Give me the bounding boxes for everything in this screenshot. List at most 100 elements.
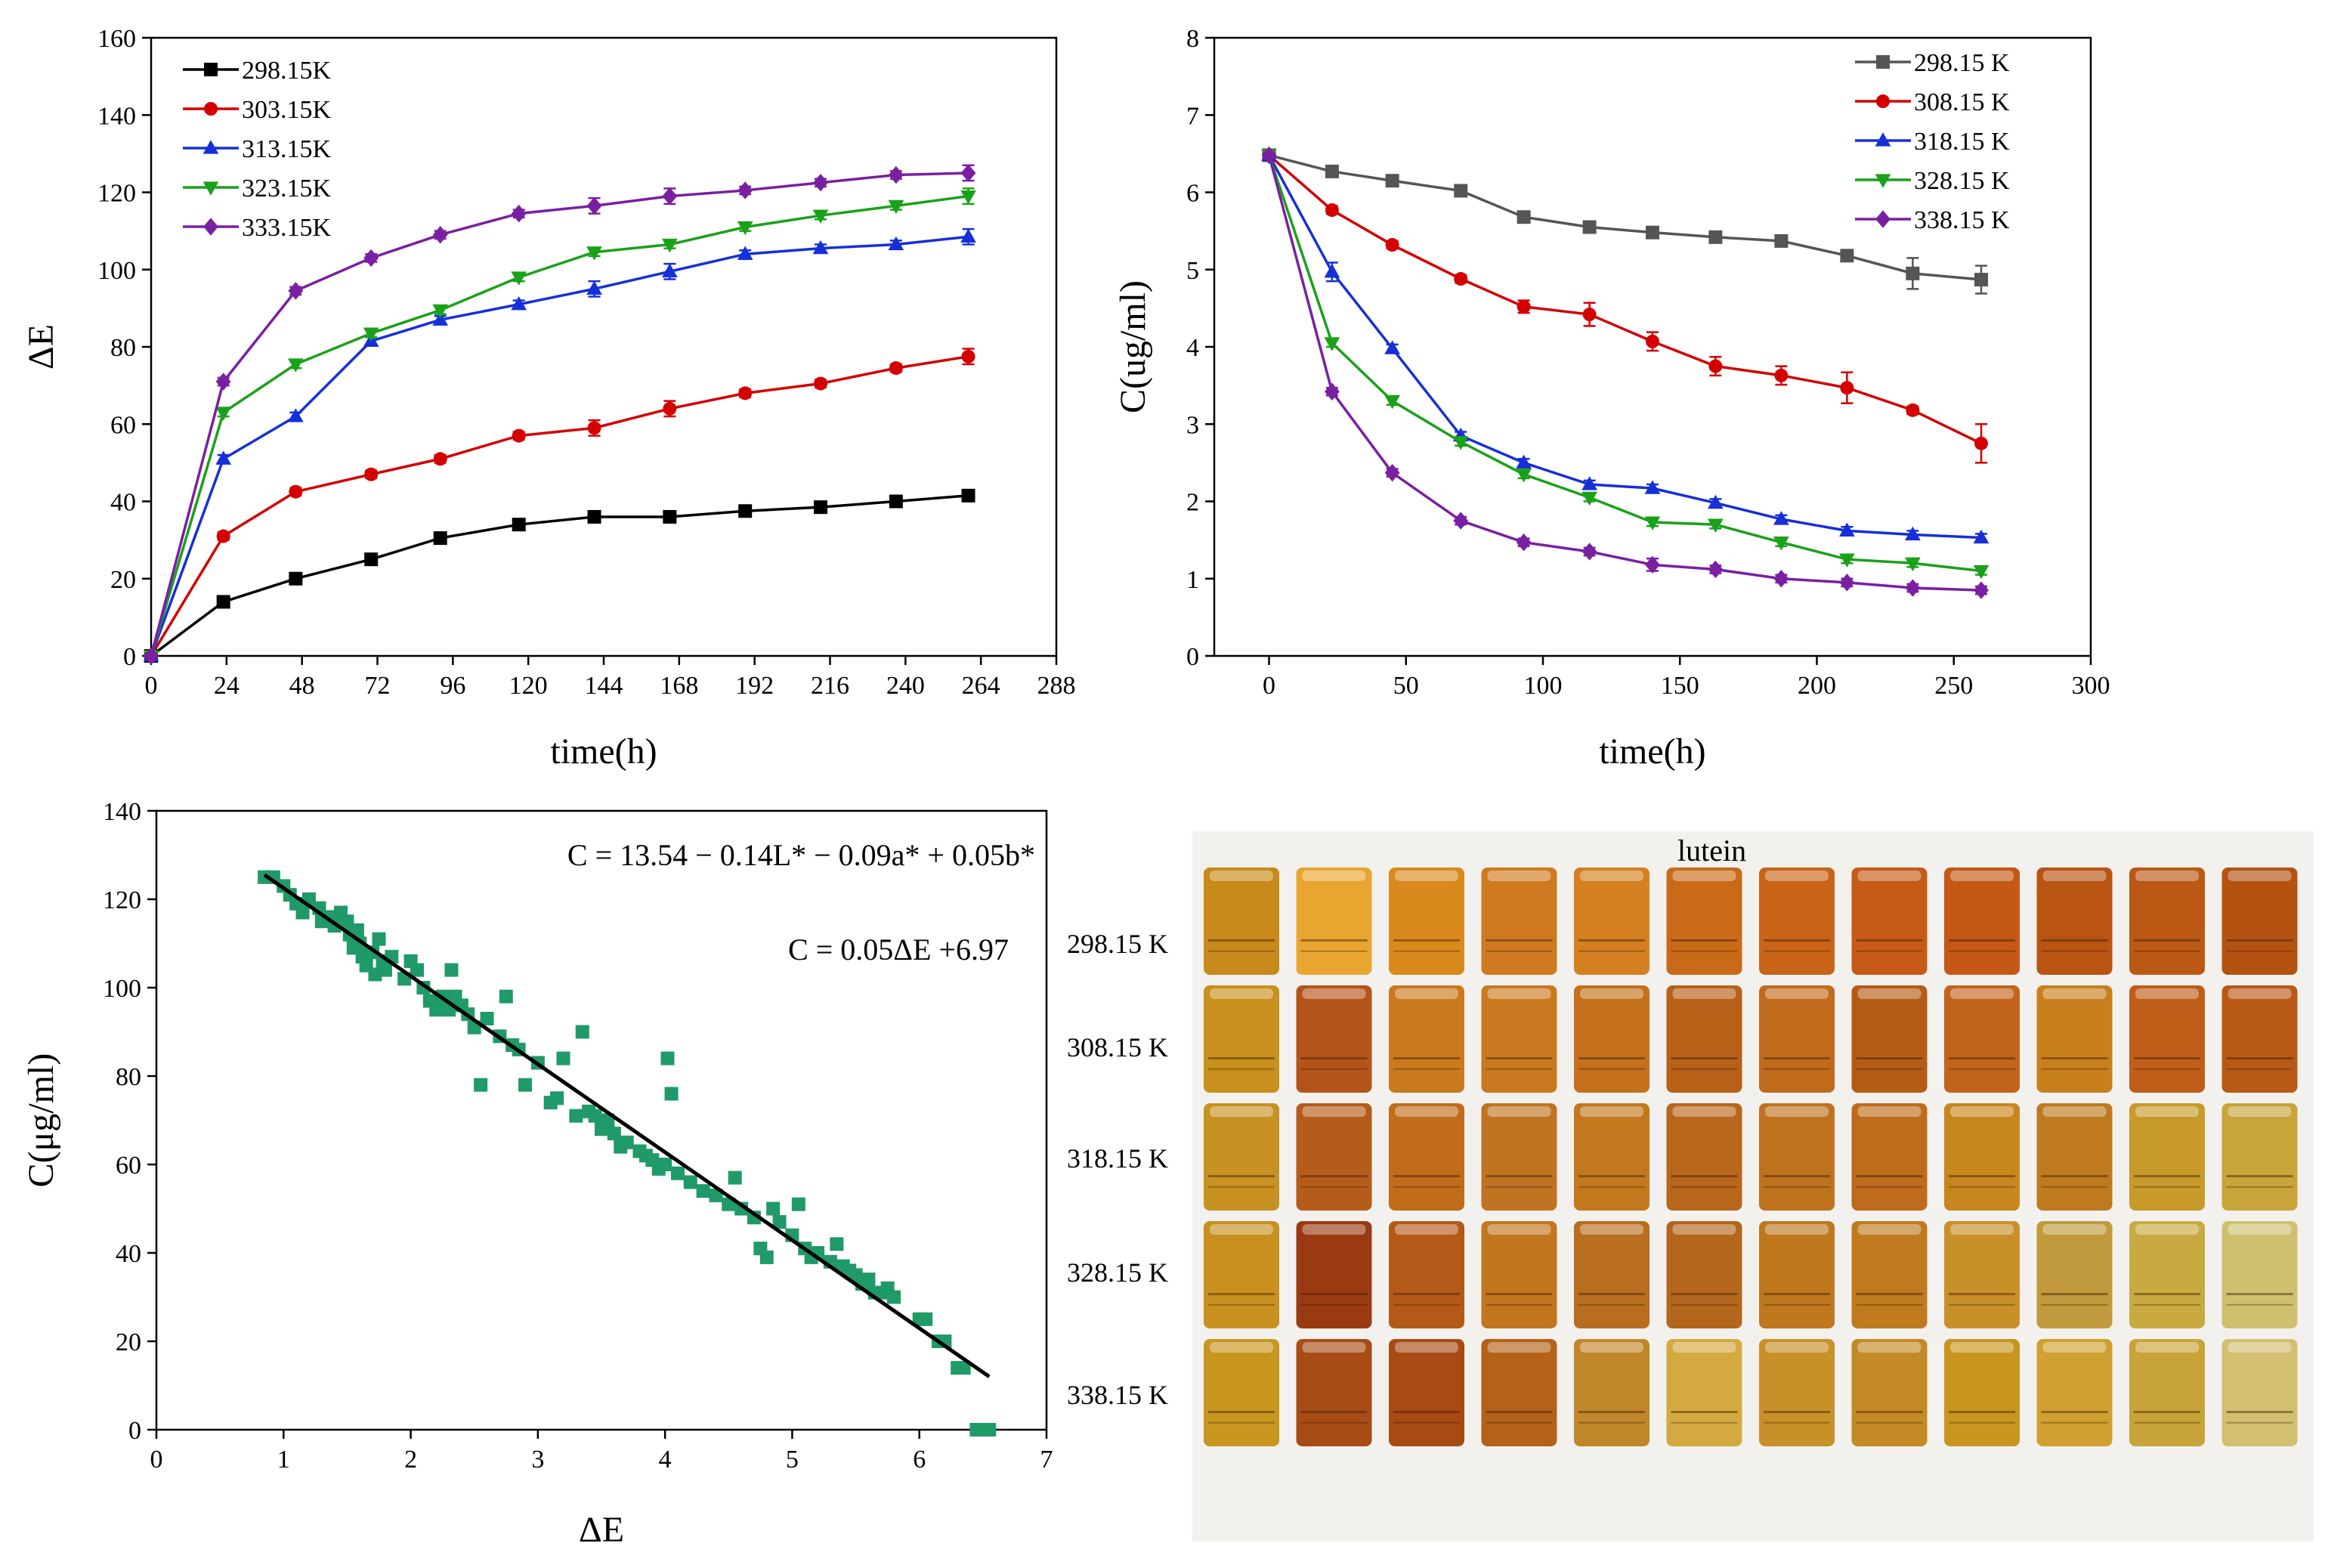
photo-row-label: 308.15 K	[1067, 1032, 1168, 1062]
diamond-marker	[1905, 579, 1921, 597]
y-tick-label: 0	[128, 1417, 141, 1445]
series-line	[1268, 154, 1982, 445]
y-tick-label: 2	[1186, 489, 1199, 517]
triangle-up-marker	[960, 228, 976, 243]
data-point	[759, 1250, 774, 1264]
vial-rim-highlight	[1950, 1342, 2014, 1353]
y-tick-label: 0	[1186, 643, 1199, 671]
legend-label: 333.15K	[242, 214, 332, 242]
vial-photo	[2129, 1339, 2205, 1446]
vial-photo	[1944, 985, 2020, 1093]
y-tick-label: 100	[97, 257, 136, 285]
data-point	[982, 1423, 997, 1437]
circle-marker	[814, 376, 828, 391]
vial-rim-highlight	[1487, 988, 1551, 999]
chart-a: 0 24 48 72 96 120 144 168 192 216 240 264 288 0 20 40 60…	[21, 25, 1076, 772]
diamond-marker	[1773, 570, 1789, 588]
plot-frame	[155, 809, 1048, 1431]
diamond-marker	[1581, 543, 1597, 561]
vial-photo	[2036, 985, 2113, 1093]
y-tick-label: 5	[1186, 257, 1199, 285]
x-tick-label: 100	[1524, 672, 1563, 700]
vial-rim-highlight	[2042, 1224, 2107, 1235]
data-point	[728, 1171, 742, 1185]
vial-photo	[2129, 1221, 2205, 1328]
square-marker	[1974, 273, 1988, 287]
vial-photo	[1759, 1221, 1835, 1328]
vial-photo	[1296, 1339, 1372, 1446]
x-tick-label: 7	[1040, 1446, 1053, 1474]
square-marker	[512, 518, 526, 532]
triangle-down-marker	[1384, 394, 1400, 410]
triangle-up-marker	[287, 408, 304, 422]
x-tick-label: 1	[277, 1446, 290, 1474]
vial-photo	[1574, 1103, 1649, 1211]
diamond-marker	[432, 226, 448, 244]
vial-rim-highlight	[1950, 988, 2014, 999]
vial-rim-highlight	[2135, 871, 2199, 881]
diamond-marker	[1708, 560, 1724, 579]
y-tick-label: 20	[116, 1328, 141, 1356]
vial-photo	[1204, 1339, 1279, 1446]
legend-label: 303.15K	[242, 96, 332, 124]
square-marker	[216, 595, 230, 609]
circle-marker	[1906, 403, 1920, 417]
series-line	[1267, 154, 1982, 540]
square-marker	[204, 63, 218, 76]
circle-marker	[663, 401, 677, 416]
data-point	[499, 989, 513, 1004]
data-point	[791, 1197, 805, 1211]
triangle-up-marker	[1516, 454, 1532, 469]
y-tick-label: 40	[110, 489, 136, 517]
y-tick-label: 60	[110, 411, 136, 439]
square-marker	[1582, 220, 1597, 234]
triangle-down-marker	[1452, 436, 1469, 450]
x-tick-label: 72	[365, 672, 391, 700]
diamond-marker	[1324, 382, 1340, 401]
vial-photo	[1389, 1339, 1464, 1446]
vial-rim-highlight	[2135, 988, 2199, 999]
vial-photo	[1204, 1103, 1279, 1211]
vial-photo	[2036, 1221, 2113, 1328]
vial-rim-highlight	[1765, 1106, 1829, 1117]
y-tick-label: 80	[110, 334, 136, 362]
x-tick-label: 150	[1661, 672, 1699, 700]
square-marker	[738, 504, 753, 518]
data-point	[444, 963, 459, 977]
x-axis-label: time(h)	[1599, 731, 1705, 772]
circle-marker	[1774, 368, 1789, 382]
x-tick-label: 216	[811, 672, 849, 700]
vial-photo	[1944, 1339, 2020, 1446]
vial-photo	[1944, 1103, 2020, 1211]
diamond-marker	[1384, 463, 1400, 482]
photo-title: lutein	[1677, 833, 1747, 868]
square-marker	[663, 509, 677, 524]
diamond-marker	[1261, 146, 1277, 165]
vial-photo	[2129, 1103, 2205, 1211]
vial-rim-highlight	[1487, 1342, 1551, 1353]
vial-rim-highlight	[1857, 988, 1922, 999]
plot-frame	[150, 36, 1058, 657]
data-point	[664, 1087, 679, 1101]
vial-photo	[1851, 985, 1928, 1093]
square-marker	[433, 531, 447, 546]
circle-marker	[364, 467, 379, 481]
square-marker	[1708, 230, 1723, 244]
data-point	[830, 1237, 844, 1251]
triangle-down-marker	[432, 304, 449, 319]
triangle-up-marker	[432, 311, 449, 326]
vial-photo	[1759, 868, 1835, 975]
x-tick-label: 240	[886, 672, 925, 700]
vial-rim-highlight	[2228, 1106, 2292, 1117]
circle-marker	[1708, 359, 1723, 373]
circle-marker	[738, 386, 753, 401]
vial-rim-highlight	[1487, 1224, 1551, 1235]
y-tick-label: 1	[1186, 566, 1199, 594]
x-tick-label: 144	[585, 672, 623, 700]
vial-rim-highlight	[1302, 871, 1366, 881]
equation-1: C = 13.54 − 0.14L* − 0.09a* + 0.05b*	[567, 838, 1035, 872]
vial-photo	[1204, 1221, 1279, 1328]
diamond-marker	[960, 164, 976, 182]
diamond-marker	[1516, 533, 1532, 552]
vial-photo	[2221, 1339, 2298, 1446]
